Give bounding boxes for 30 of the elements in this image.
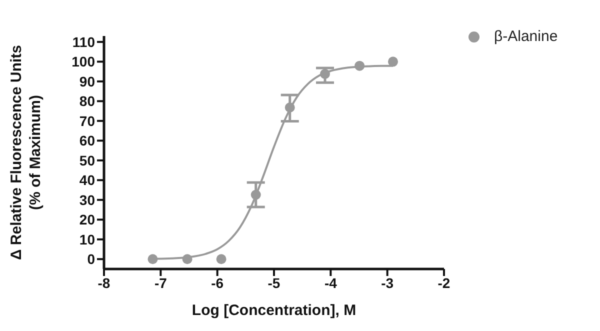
y-tick-label: 110 xyxy=(72,34,96,50)
x-tick-label: -4 xyxy=(324,274,338,291)
y-tick-label: 60 xyxy=(79,132,96,149)
x-axis-title: Log [Concentration], M xyxy=(192,302,356,319)
point xyxy=(388,56,398,67)
point xyxy=(182,254,192,264)
point xyxy=(250,190,261,200)
y-tick-label: 100 xyxy=(72,54,96,70)
point xyxy=(284,102,295,112)
x-tick-label: -6 xyxy=(211,274,224,291)
legend-label: β-Alanine xyxy=(494,28,558,45)
y-tick-label: 20 xyxy=(79,212,96,228)
point xyxy=(320,68,330,79)
y-tick-label: 40 xyxy=(79,172,96,188)
x-tick-label: -2 xyxy=(438,274,450,291)
y-axis-title: Δ Relative Fluorescence Units (% of Maximum) xyxy=(8,44,44,260)
y-tick-label: 0 xyxy=(87,251,96,268)
point xyxy=(148,254,158,264)
y-tick-label: 50 xyxy=(79,152,96,168)
y-tick-label: 70 xyxy=(79,112,96,129)
y-tick-label: 30 xyxy=(79,192,96,208)
x-tick-label: -8 xyxy=(98,274,110,291)
y-tick-label: 80 xyxy=(79,93,96,110)
x-tick-label: -3 xyxy=(381,274,394,291)
x-tick-label: -5 xyxy=(268,274,280,291)
point xyxy=(354,60,365,71)
x-tick-label: -7 xyxy=(154,274,168,291)
y-tick-label: 90 xyxy=(79,73,96,90)
point xyxy=(216,254,226,264)
y-tick-label: 10 xyxy=(79,231,96,248)
